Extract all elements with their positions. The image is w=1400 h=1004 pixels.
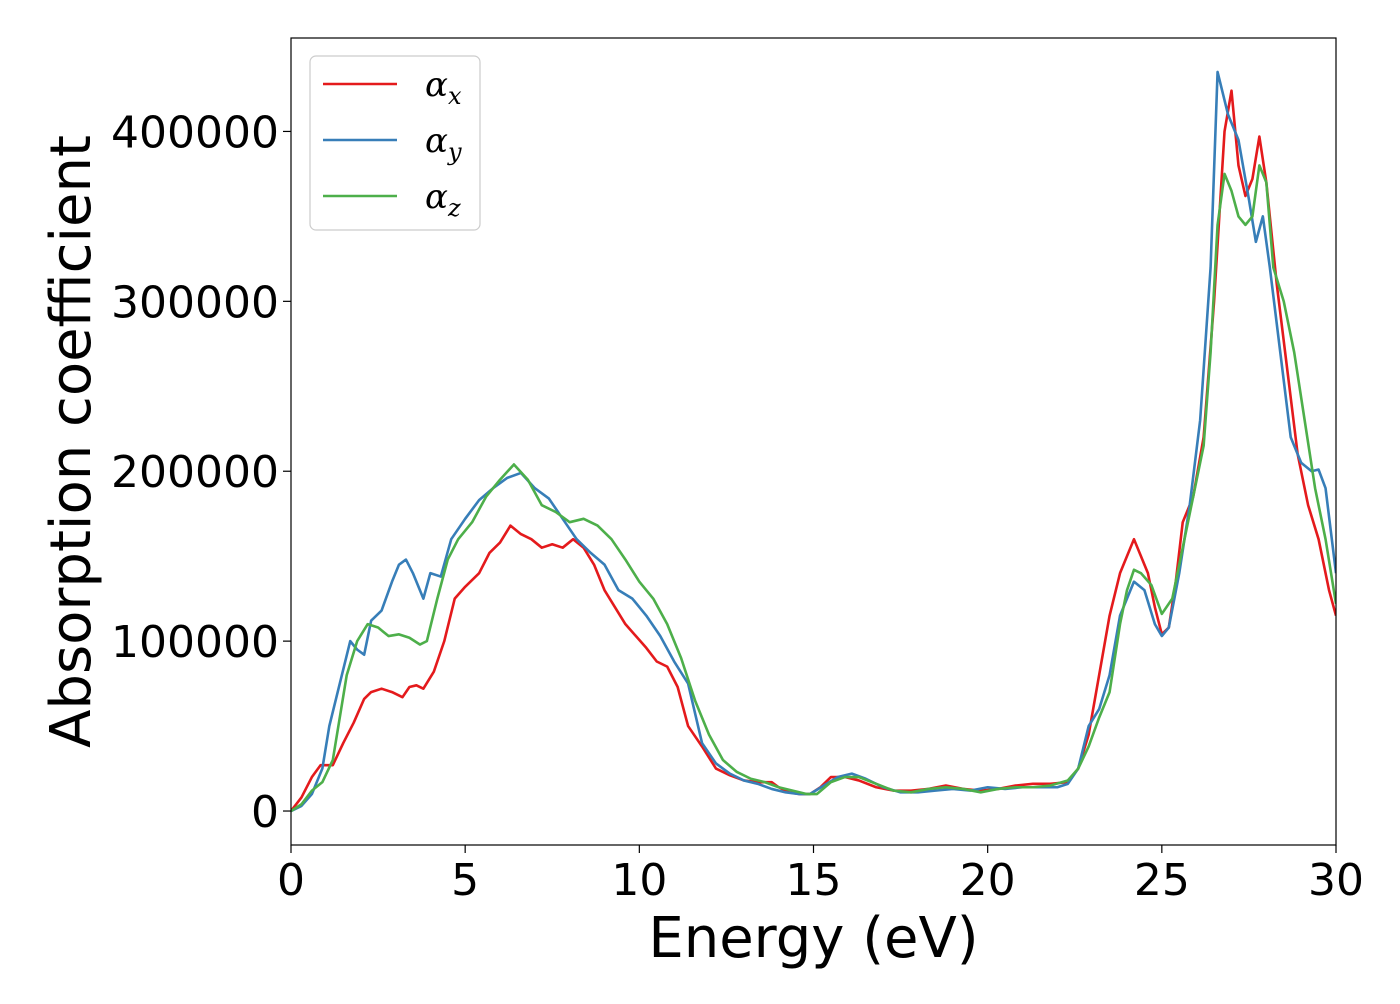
x-tick-label: 25 bbox=[1134, 855, 1190, 906]
y-tick-label: 400000 bbox=[111, 107, 279, 158]
x-tick-label: 10 bbox=[611, 855, 667, 906]
x-tick-label: 5 bbox=[451, 855, 479, 906]
series-layer bbox=[291, 70, 1336, 813]
x-tick-label: 30 bbox=[1308, 855, 1364, 906]
x-axis-title: Energy (eV) bbox=[648, 906, 978, 971]
legend-label-x: αx bbox=[425, 65, 462, 110]
y-axis-title: Absorption coefficient bbox=[39, 135, 104, 748]
y-tick-label: 300000 bbox=[111, 277, 279, 328]
y-tick-label: 0 bbox=[251, 787, 279, 838]
x-axis: 0 5 10 15 20 25 30 bbox=[277, 845, 1364, 906]
y-tick-label: 100000 bbox=[111, 617, 279, 668]
legend-label-base: α bbox=[425, 177, 448, 217]
y-tick-label: 200000 bbox=[111, 447, 279, 498]
legend-box bbox=[309, 55, 481, 231]
legend-label-base: α bbox=[425, 65, 448, 105]
legend-label-subscript: y bbox=[447, 138, 462, 166]
legend-label-base: α bbox=[425, 121, 448, 161]
x-tick-label: 0 bbox=[277, 855, 305, 906]
legend-label-z: αz bbox=[425, 177, 461, 222]
x-tick-label: 20 bbox=[960, 855, 1016, 906]
series-line-y bbox=[291, 70, 1336, 813]
legend-label-y: αy bbox=[425, 121, 462, 166]
x-tick-label: 15 bbox=[786, 855, 842, 906]
legend-label-subscript: z bbox=[447, 194, 461, 222]
series-line-z bbox=[291, 164, 1336, 813]
y-axis: 0 100000 200000 300000 400000 bbox=[111, 107, 291, 838]
legend-label-subscript: x bbox=[448, 82, 462, 110]
